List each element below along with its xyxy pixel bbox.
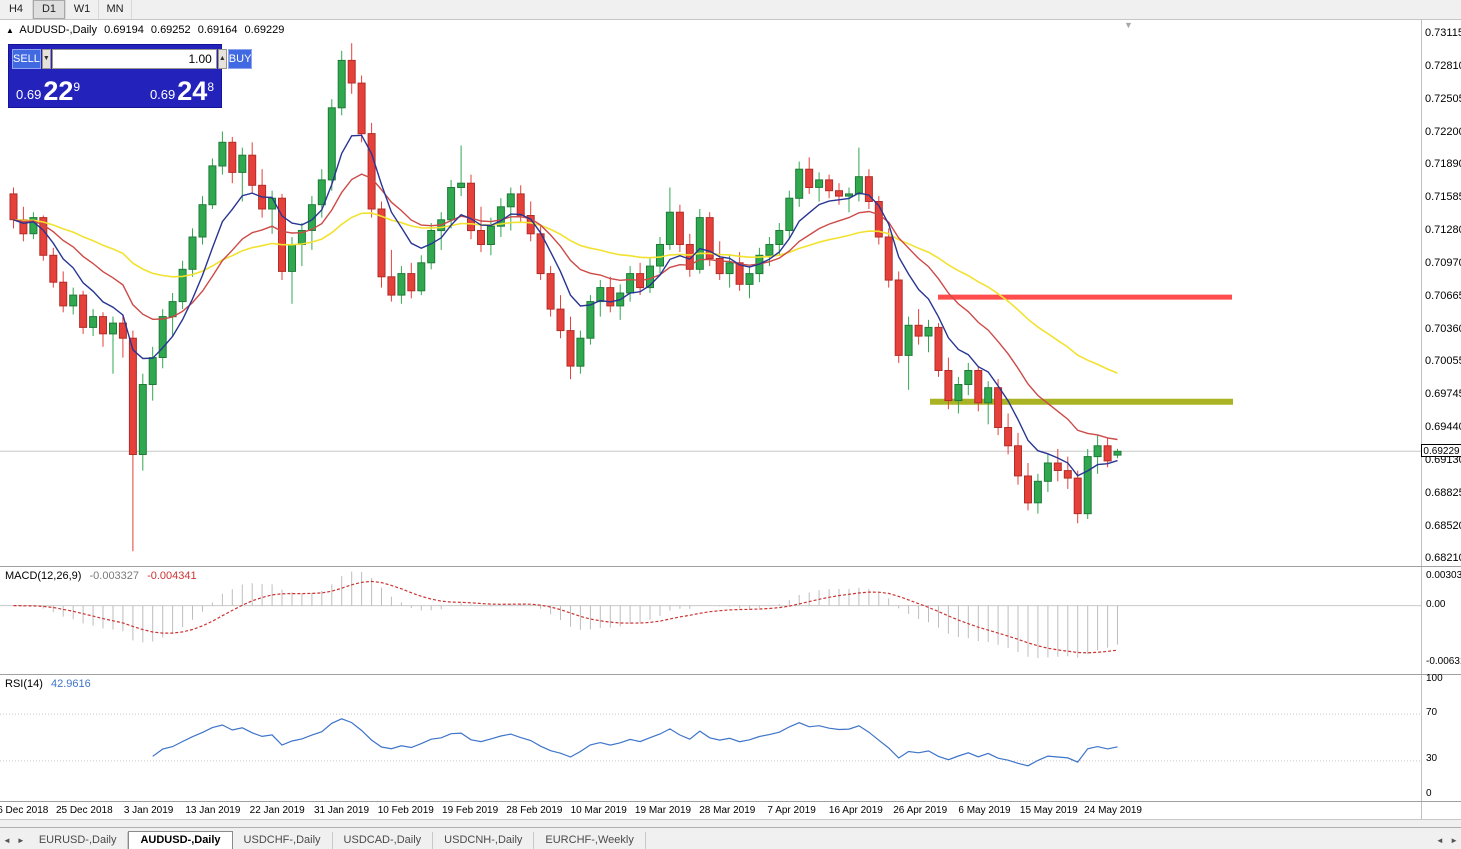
rsi-name: RSI(14) <box>5 678 43 690</box>
macd-axis-max: 0.003035 <box>1426 570 1461 581</box>
date-axis-label: 19 Feb 2019 <box>442 805 499 816</box>
date-axis-label: 10 Mar 2019 <box>570 805 627 816</box>
ohlc-high: 0.69252 <box>150 24 191 36</box>
date-axis-label: 28 Mar 2019 <box>699 805 756 816</box>
buy-quote-base: 0.69 <box>149 87 176 102</box>
symbol-expand-icon[interactable]: ▲ <box>6 26 14 35</box>
rsi-axis-0: 0 <box>1426 788 1432 799</box>
ohlc-open: 0.69194 <box>104 24 144 36</box>
date-axis-label: 15 May 2019 <box>1019 805 1078 816</box>
panel-separator[interactable] <box>0 674 1461 675</box>
buy-quote-sup: 8 <box>207 80 214 94</box>
price-axis-label: 0.69745 <box>1425 388 1461 401</box>
ohlc-low: 0.69164 <box>197 24 238 36</box>
price-axis-label: 0.73115 <box>1425 27 1461 39</box>
price-axis-label: 0.70665 <box>1425 289 1461 302</box>
macd-signal-value: -0.004341 <box>147 570 197 582</box>
volume-input[interactable] <box>51 49 217 69</box>
bid-price-tag: 0.69229 <box>1421 444 1461 458</box>
macd-axis-min: -0.006311 <box>1426 656 1461 667</box>
timeframe-w1-button[interactable]: W1 <box>66 0 99 19</box>
macd-value: -0.003327 <box>89 570 140 582</box>
volume-decrease-button[interactable]: ▼ <box>41 49 51 69</box>
tab-scroll-right-icon[interactable]: ► <box>16 836 25 845</box>
ohlc-close: 0.69229 <box>244 24 285 36</box>
price-axis-label: 0.68825 <box>1425 486 1461 499</box>
buy-quote-big: 24 <box>177 76 208 106</box>
sell-button[interactable]: SELL <box>12 49 41 69</box>
buy-quote[interactable]: 0.69 24 8 <box>150 70 214 106</box>
tab-nav-left-icon[interactable]: ◄ <box>1435 836 1444 845</box>
symbol-info-line: ▲ AUDUSD-,Daily 0.69194 0.69252 0.69164 … <box>6 24 288 36</box>
date-axis-label: 22 Jan 2019 <box>249 805 305 816</box>
sell-quote-big: 22 <box>43 76 74 106</box>
date-axis-label: 26 Apr 2019 <box>893 805 948 816</box>
date-axis-label: 25 Dec 2018 <box>55 805 113 816</box>
tab-eurusd-daily[interactable]: EURUSD-,Daily <box>28 832 129 849</box>
date-axis-label: 28 Feb 2019 <box>506 805 563 816</box>
panel-separator <box>0 801 1461 802</box>
volume-increase-button[interactable]: ▲ <box>217 49 227 69</box>
price-axis-label: 0.72505 <box>1425 92 1461 105</box>
rsi-value: 42.9616 <box>50 678 91 690</box>
date-axis-label: 31 Jan 2019 <box>313 805 370 816</box>
rsi-axis-100: 100 <box>1426 673 1443 684</box>
candlestick-chart[interactable] <box>0 19 1422 566</box>
date-axis-label: 3 Jan 2019 <box>123 805 174 816</box>
buy-button[interactable]: BUY <box>227 49 253 69</box>
timeframe-h4-button[interactable]: H4 <box>0 0 33 19</box>
price-axis-label: 0.72810 <box>1425 59 1461 72</box>
price-axis-label: 0.69440 <box>1425 421 1461 434</box>
tab-usdcnh-daily[interactable]: USDCNH-,Daily <box>433 832 535 849</box>
axis-separator <box>1421 19 1422 819</box>
tab-scroll-left-icon[interactable]: ◄ <box>3 836 11 845</box>
horizontal-scrollbar[interactable] <box>0 819 1461 828</box>
date-axis-label: 6 May 2019 <box>958 805 1011 816</box>
rsi-axis-70: 70 <box>1426 707 1438 718</box>
price-axis-label: 0.70055 <box>1425 355 1461 368</box>
date-axis-label: 7 Apr 2019 <box>767 805 816 816</box>
timeframe-d1-button[interactable]: D1 <box>33 0 66 19</box>
macd-axis-zero: 0.00 <box>1426 599 1446 610</box>
rsi-axis-30: 30 <box>1426 753 1438 764</box>
date-axis-label: 13 Jan 2019 <box>185 805 241 816</box>
date-axis-label: 19 Mar 2019 <box>634 805 692 816</box>
date-axis[interactable]: 16 Dec 2018 25 Dec 2018 3 Jan 2019 13 Ja… <box>0 802 1461 819</box>
price-axis-label: 0.71890 <box>1425 158 1461 171</box>
tab-bar-right-nav: ◄ ► <box>1432 836 1458 845</box>
macd-label: MACD(12,26,9) -0.003327 -0.004341 <box>5 570 202 582</box>
rsi-indicator-chart[interactable] <box>0 675 1422 801</box>
price-axis-label: 0.70970 <box>1425 256 1461 269</box>
date-axis-label: 16 Apr 2019 <box>828 805 883 816</box>
date-axis-label: 10 Feb 2019 <box>377 805 434 816</box>
date-axis-label: 24 May 2019 <box>1084 805 1143 816</box>
tab-nav-right-icon[interactable]: ► <box>1450 836 1458 845</box>
date-axis-label: 16 Dec 2018 <box>0 805 49 816</box>
sell-quote[interactable]: 0.69 22 9 <box>16 70 80 106</box>
macd-indicator-chart[interactable] <box>0 567 1422 674</box>
tab-audusd-daily[interactable]: AUDUSD-,Daily <box>128 831 233 849</box>
price-axis-label: 0.71585 <box>1425 191 1461 204</box>
macd-name: MACD(12,26,9) <box>5 570 82 582</box>
price-axis-label: 0.71280 <box>1425 224 1461 236</box>
price-axis-label: 0.68520 <box>1425 519 1461 532</box>
sell-quote-base: 0.69 <box>16 87 42 102</box>
timeframe-toolbar: H4 D1 W1 MN <box>0 0 1461 20</box>
price-axis-label: 0.70360 <box>1425 322 1461 335</box>
panel-separator[interactable] <box>0 566 1461 567</box>
tab-usdchf-daily[interactable]: USDCHF-,Daily <box>233 832 333 849</box>
sell-quote-sup: 9 <box>73 80 81 94</box>
rsi-label: RSI(14) 42.9616 <box>5 678 96 690</box>
price-axis-label: 0.72200 <box>1425 125 1461 138</box>
tab-usdcad-daily[interactable]: USDCAD-,Daily <box>333 832 434 849</box>
price-axis-label: 0.68210 <box>1425 552 1461 565</box>
tab-eurchf-weekly[interactable]: EURCHF-,Weekly <box>534 832 646 849</box>
one-click-trading-panel: SELL ▼ ▲ BUY 0.69 22 9 0.69 24 8 <box>8 44 253 108</box>
autoscroll-icon[interactable]: ▼ <box>1124 20 1133 30</box>
chart-tab-bar: ◄ ► EURUSD-,Daily AUDUSD-,Daily USDCHF-,… <box>0 827 1461 849</box>
symbol-name: AUDUSD-,Daily <box>19 24 97 36</box>
timeframe-mn-button[interactable]: MN <box>99 0 132 19</box>
price-axis[interactable]: 0.73115 0.72810 0.72505 0.72200 0.71890 … <box>1421 19 1461 566</box>
